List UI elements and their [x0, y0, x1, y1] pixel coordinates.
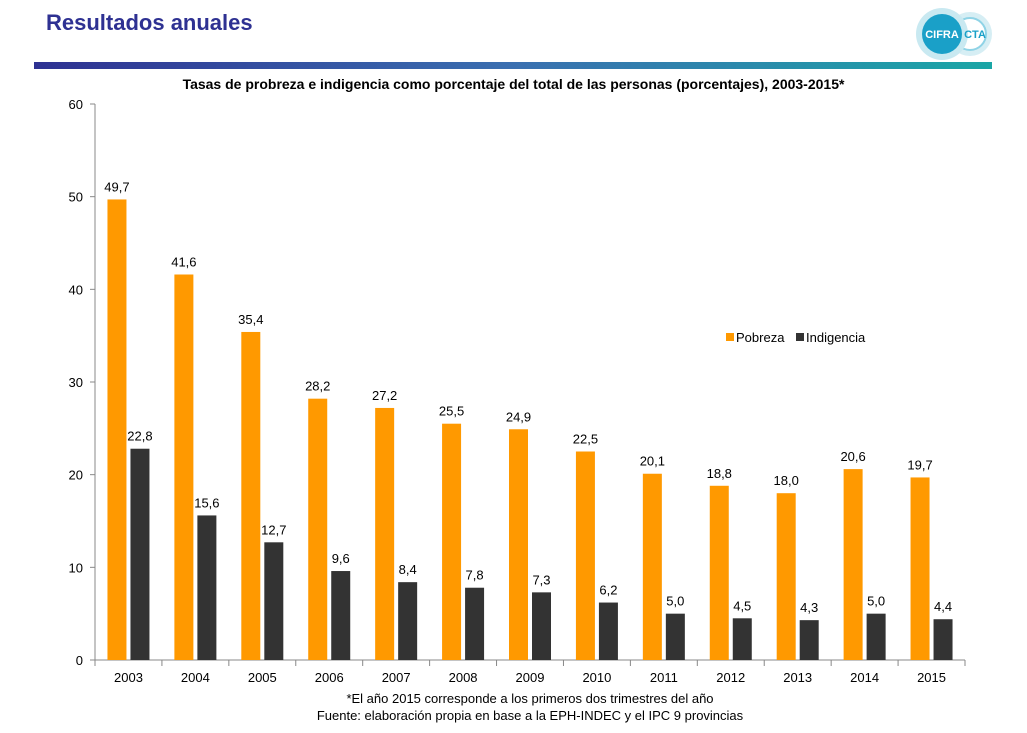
y-tick-label: 20: [69, 468, 83, 483]
pobreza-data-label-2014: 20,6: [840, 449, 865, 464]
pobreza-data-label-2008: 25,5: [439, 404, 464, 419]
pobreza-bar-2009: [509, 429, 528, 660]
indigencia-data-label-2011: 5,0: [666, 594, 684, 609]
x-tick-label-2008: 2008: [449, 670, 478, 685]
pobreza-data-label-2004: 41,6: [171, 255, 196, 270]
x-tick-label-2010: 2010: [582, 670, 611, 685]
indigencia-bar-2008: [465, 587, 485, 660]
pobreza-data-label-2007: 27,2: [372, 388, 397, 403]
indigencia-data-label-2008: 7,8: [466, 568, 484, 583]
pobreza-data-label-2009: 24,9: [506, 409, 531, 424]
x-tick-label-2011: 2011: [650, 670, 678, 685]
logo-right-text: CTA: [964, 29, 986, 41]
indigencia-data-label-2003: 22,8: [127, 429, 152, 444]
y-tick-label: 60: [69, 97, 83, 112]
pobreza-data-label-2015: 19,7: [907, 457, 932, 472]
cifra-cta-logo: CIFRA CTA: [916, 8, 992, 60]
pobreza-bar-2007: [375, 407, 395, 660]
logo-left-text: CIFRA: [925, 29, 959, 41]
pobreza-bar-2011: [642, 473, 662, 660]
pobreza-bar-2010: [575, 451, 595, 660]
indigencia-data-label-2009: 7,3: [532, 572, 550, 587]
x-tick-label-2003: 2003: [114, 670, 143, 685]
indigencia-bar-2014: [866, 613, 886, 660]
x-tick-label-2015: 2015: [917, 670, 946, 685]
y-tick-label: 0: [76, 653, 83, 668]
indigencia-data-label-2010: 6,2: [599, 583, 617, 598]
indigencia-data-label-2012: 4,5: [733, 598, 751, 613]
x-tick-label-2009: 2009: [516, 670, 545, 685]
indigencia-bar-2007: [398, 582, 418, 660]
indigencia-bar-2015: [933, 619, 953, 660]
indigencia-bar-2004: [197, 515, 217, 660]
indigencia-bar-2003: [130, 448, 150, 660]
page-title: Resultados anuales: [46, 10, 253, 35]
y-tick-label: 10: [69, 560, 83, 575]
x-tick-label-2004: 2004: [181, 670, 210, 685]
pobreza-data-label-2006: 28,2: [305, 379, 330, 394]
indigencia-data-label-2004: 15,6: [194, 495, 219, 510]
pobreza-data-label-2013: 18,0: [774, 473, 799, 488]
footnote-note: *El año 2015 corresponde a los primeros …: [346, 691, 714, 706]
indigencia-bar-2012: [732, 618, 752, 660]
y-tick-label: 50: [69, 190, 83, 205]
x-tick-label-2006: 2006: [315, 670, 344, 685]
pobreza-bar-2008: [442, 423, 462, 660]
indigencia-data-label-2015: 4,4: [934, 599, 952, 614]
y-tick-label: 40: [69, 282, 83, 297]
pobreza-bar-2004: [174, 274, 194, 660]
pobreza-bar-2015: [910, 477, 930, 660]
chart-title: Tasas de probreza e indigencia como porc…: [182, 76, 845, 92]
pobreza-bar-2012: [709, 485, 729, 660]
indigencia-data-label-2013: 4,3: [800, 600, 818, 615]
pobreza-bar-2003: [107, 199, 127, 661]
indigencia-bar-2011: [665, 613, 685, 660]
header-divider: [34, 62, 992, 69]
x-tick-label-2012: 2012: [716, 670, 745, 685]
pobreza-bar-2014: [843, 469, 863, 660]
pobreza-bar-2013: [776, 493, 796, 660]
pobreza-data-label-2012: 18,8: [707, 466, 732, 481]
pobreza-data-label-2003: 49,7: [104, 179, 129, 194]
pobreza-data-label-2010: 22,5: [573, 432, 598, 447]
pobreza-bar-2005: [241, 331, 261, 660]
indigencia-data-label-2006: 9,6: [332, 551, 350, 566]
x-tick-label-2014: 2014: [850, 670, 879, 685]
logo-left-circle: [922, 14, 962, 54]
indigencia-data-label-2014: 5,0: [867, 594, 885, 609]
footnote-source: Fuente: elaboración propia en base a la …: [316, 708, 744, 723]
indigencia-bar-2010: [598, 602, 618, 660]
legend-swatch-indigencia: [796, 333, 804, 341]
x-tick-label-2013: 2013: [783, 670, 812, 685]
indigencia-bar-2005: [264, 542, 284, 660]
x-tick-label-2007: 2007: [382, 670, 411, 685]
indigencia-data-label-2005: 12,7: [261, 522, 286, 537]
indigencia-bar-2006: [331, 571, 351, 660]
pobreza-data-label-2005: 35,4: [238, 312, 263, 327]
indigencia-bar-2013: [799, 620, 819, 660]
x-tick-label-2005: 2005: [248, 670, 277, 685]
legend-label-indigencia: Indigencia: [806, 330, 866, 345]
indigencia-bar-2009: [532, 592, 551, 660]
legend-swatch-pobreza: [726, 333, 734, 341]
pobreza-data-label-2011: 20,1: [640, 454, 665, 469]
y-tick-label: 30: [69, 375, 83, 390]
footnotes: *El año 2015 corresponde a los primeros …: [0, 690, 1027, 724]
legend-label-pobreza: Pobreza: [736, 330, 785, 345]
indigencia-data-label-2007: 8,4: [399, 562, 417, 577]
pobreza-bar-2006: [308, 398, 328, 660]
